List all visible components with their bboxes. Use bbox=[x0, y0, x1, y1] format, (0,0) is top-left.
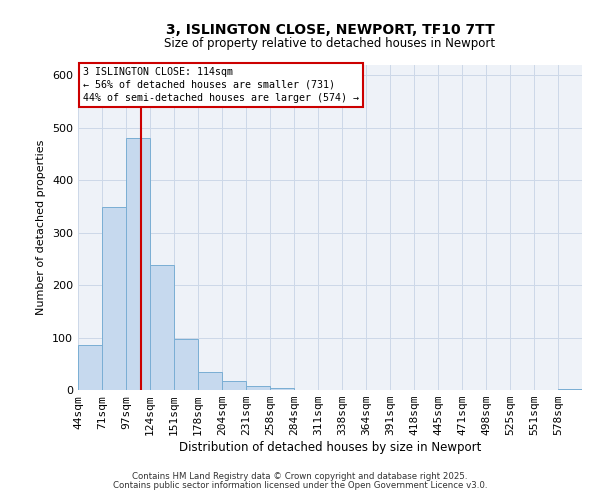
Bar bbox=[270, 388, 294, 390]
Y-axis label: Number of detached properties: Number of detached properties bbox=[37, 140, 46, 315]
Text: Contains public sector information licensed under the Open Government Licence v3: Contains public sector information licen… bbox=[113, 481, 487, 490]
Bar bbox=[222, 380, 246, 390]
Bar bbox=[558, 389, 582, 390]
Bar bbox=[150, 265, 174, 390]
X-axis label: Distribution of detached houses by size in Newport: Distribution of detached houses by size … bbox=[179, 441, 481, 454]
Bar bbox=[126, 138, 150, 390]
Bar bbox=[246, 386, 270, 390]
Bar bbox=[174, 339, 198, 390]
Text: Contains HM Land Registry data © Crown copyright and database right 2025.: Contains HM Land Registry data © Crown c… bbox=[132, 472, 468, 481]
Bar bbox=[102, 206, 126, 390]
Bar bbox=[78, 346, 102, 390]
Text: Size of property relative to detached houses in Newport: Size of property relative to detached ho… bbox=[164, 38, 496, 51]
Bar bbox=[198, 372, 222, 390]
Text: 3, ISLINGTON CLOSE, NEWPORT, TF10 7TT: 3, ISLINGTON CLOSE, NEWPORT, TF10 7TT bbox=[166, 22, 494, 36]
Text: 3 ISLINGTON CLOSE: 114sqm
← 56% of detached houses are smaller (731)
44% of semi: 3 ISLINGTON CLOSE: 114sqm ← 56% of detac… bbox=[83, 66, 359, 103]
